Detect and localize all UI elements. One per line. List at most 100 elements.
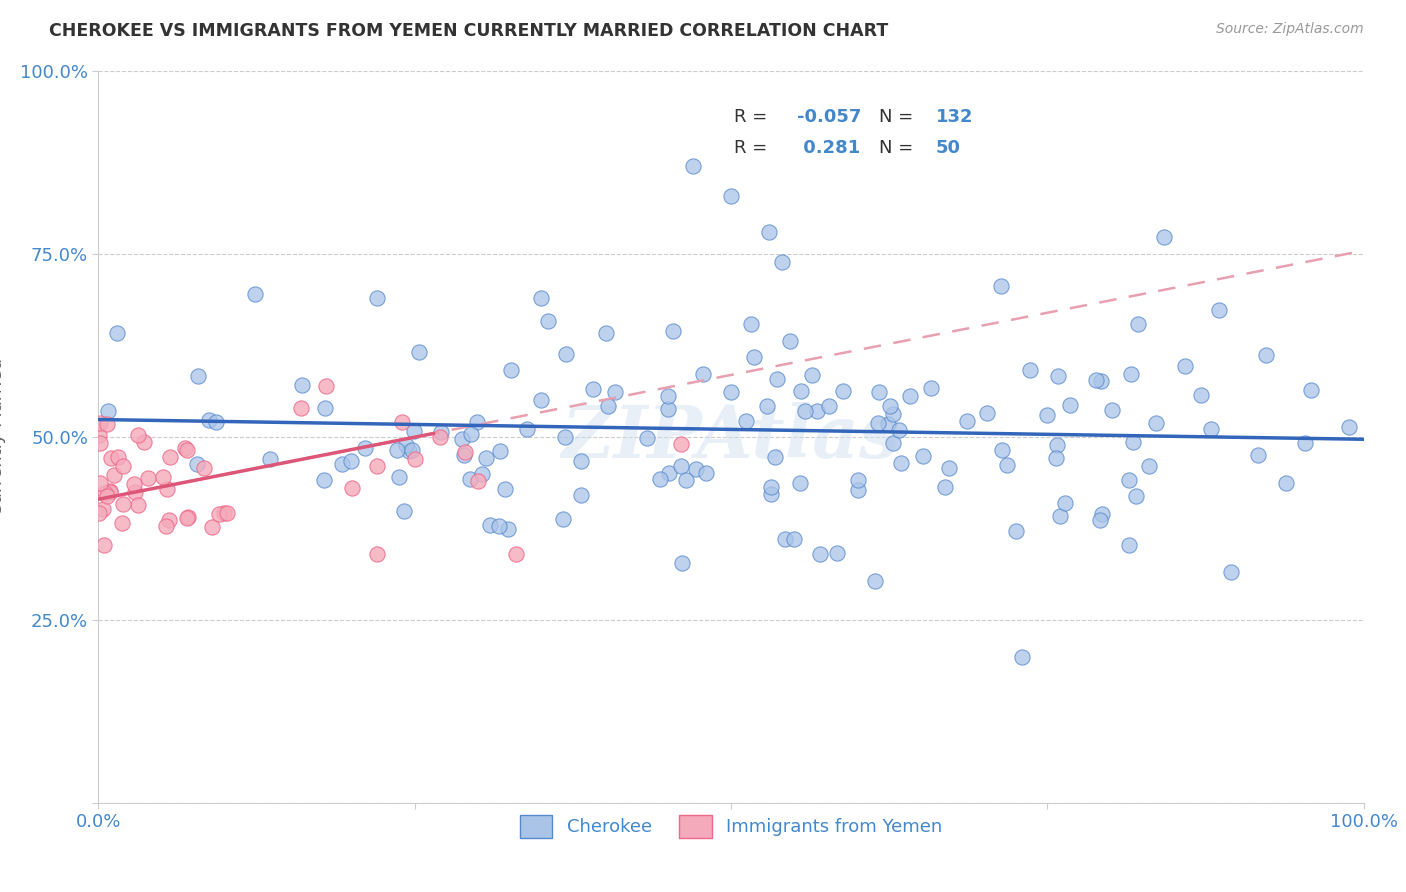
Point <box>806 404 828 418</box>
Point <box>537 314 560 328</box>
Point <box>876 417 898 432</box>
Text: -0.057: -0.057 <box>797 108 862 126</box>
Point <box>395 437 418 451</box>
Point <box>1219 565 1241 579</box>
Point <box>505 547 527 561</box>
Point <box>136 470 159 484</box>
Point <box>215 506 238 520</box>
Point <box>453 448 475 462</box>
Point <box>1091 507 1114 521</box>
Point <box>1122 435 1144 450</box>
Point <box>868 384 890 399</box>
Point <box>800 368 823 382</box>
Y-axis label: Currently Married: Currently Married <box>0 358 6 516</box>
Point <box>758 225 780 239</box>
Point <box>1294 436 1316 450</box>
Point <box>720 385 742 400</box>
Point <box>555 347 578 361</box>
Point <box>1101 403 1123 417</box>
Point <box>489 444 512 458</box>
Point <box>1337 419 1360 434</box>
Text: CHEROKEE VS IMMIGRANTS FROM YEMEN CURRENTLY MARRIED CORRELATION CHART: CHEROKEE VS IMMIGRANTS FROM YEMEN CURREN… <box>49 22 889 40</box>
Point <box>100 450 122 465</box>
Point <box>132 435 155 450</box>
Point <box>868 416 890 430</box>
Point <box>157 513 180 527</box>
Point <box>991 442 1014 457</box>
Point <box>398 444 420 458</box>
Point <box>763 450 786 464</box>
Point <box>1088 513 1111 527</box>
Point <box>770 254 793 268</box>
Point <box>1256 347 1278 361</box>
Point <box>692 368 714 382</box>
Point <box>155 519 177 533</box>
Point <box>460 427 482 442</box>
Point <box>516 422 538 436</box>
Point <box>429 425 451 440</box>
Point <box>735 414 758 428</box>
Point <box>96 417 118 431</box>
Point <box>1045 450 1067 465</box>
Point <box>471 467 494 482</box>
Text: 0.281: 0.281 <box>797 139 860 157</box>
Point <box>765 372 787 386</box>
Point <box>669 437 692 451</box>
Text: N =: N = <box>879 108 920 126</box>
Point <box>1049 509 1071 524</box>
Point <box>976 406 998 420</box>
Point <box>176 442 198 457</box>
Point <box>1019 363 1042 377</box>
Point <box>662 324 685 338</box>
Point <box>817 399 839 413</box>
Point <box>831 384 853 399</box>
Point <box>569 454 592 468</box>
Point <box>596 399 619 413</box>
Point <box>582 383 605 397</box>
Point <box>759 480 782 494</box>
Point <box>1046 369 1069 384</box>
Point <box>458 472 481 486</box>
Point <box>93 538 115 552</box>
Legend: Cherokee, Immigrants from Yemen: Cherokee, Immigrants from Yemen <box>513 807 949 845</box>
Point <box>87 428 110 442</box>
Point <box>759 486 782 500</box>
Point <box>339 454 361 468</box>
Point <box>122 476 145 491</box>
Point <box>478 517 501 532</box>
Point <box>205 415 228 429</box>
Text: 132: 132 <box>936 108 973 126</box>
Point <box>911 449 934 463</box>
Point <box>475 450 498 465</box>
Point <box>103 467 125 482</box>
Point <box>385 442 408 457</box>
Point <box>124 484 146 499</box>
Point <box>1005 524 1028 538</box>
Point <box>675 473 697 487</box>
Point <box>314 473 336 487</box>
Point <box>501 363 523 377</box>
Point <box>176 511 198 525</box>
Point <box>201 520 224 534</box>
Text: ZIPAtlas: ZIPAtlas <box>562 401 900 473</box>
Point <box>740 317 762 331</box>
Point <box>207 508 229 522</box>
Point <box>882 435 904 450</box>
Point <box>1059 398 1081 412</box>
Point <box>605 385 627 400</box>
Point <box>91 502 114 516</box>
Point <box>1126 317 1149 331</box>
Point <box>366 547 388 561</box>
Point <box>465 415 488 429</box>
Point <box>340 481 363 495</box>
Point <box>198 413 221 427</box>
Point <box>127 427 149 442</box>
Point <box>808 547 831 561</box>
Point <box>315 379 337 393</box>
Point <box>314 401 336 415</box>
Point <box>467 474 489 488</box>
Point <box>1208 303 1230 318</box>
Point <box>1090 374 1112 388</box>
Point <box>496 522 519 536</box>
Point <box>685 462 707 476</box>
